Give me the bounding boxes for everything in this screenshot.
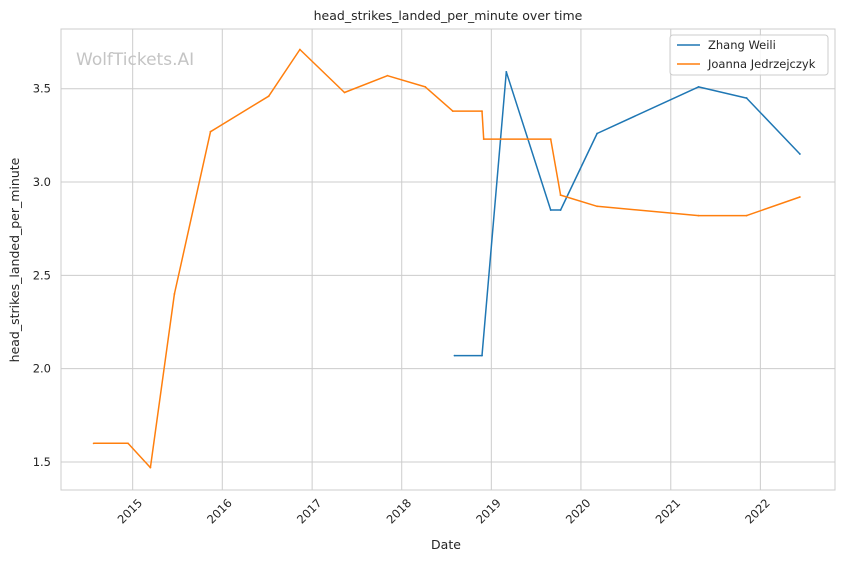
data-point-0-4 <box>559 209 562 211</box>
data-point-0-2 <box>505 71 508 73</box>
data-point-0-3 <box>549 209 552 211</box>
data-point-1-2 <box>149 466 152 469</box>
chart-title: head_strikes_landed_per_minute over time <box>314 8 583 23</box>
data-point-1-7 <box>343 91 346 94</box>
data-point-1-16 <box>697 214 700 217</box>
data-point-1-14 <box>559 194 562 197</box>
data-point-1-1 <box>127 442 129 445</box>
data-point-0-6 <box>697 85 700 88</box>
x-axis-label: Date <box>431 537 461 552</box>
legend-label: Zhang Weili <box>708 38 776 52</box>
data-point-1-18 <box>798 196 801 198</box>
data-point-1-4 <box>209 130 212 133</box>
data-point-1-0 <box>92 442 95 445</box>
data-point-1-11 <box>481 110 483 113</box>
y-tick-label: 1.5 <box>33 455 51 469</box>
data-point-1-5 <box>267 95 270 98</box>
y-axis-label: head_strikes_landed_per_minute <box>7 157 22 362</box>
data-point-1-8 <box>386 74 389 77</box>
data-point-0-0 <box>453 354 456 357</box>
data-point-0-7 <box>745 97 748 99</box>
data-point-1-17 <box>745 214 748 217</box>
legend: Zhang Weili Joanna Jedrzejczyk <box>669 34 829 76</box>
data-point-1-3 <box>173 293 176 295</box>
y-tick-label: 3.5 <box>33 82 51 96</box>
watermark: WolfTickets.AI <box>76 50 194 70</box>
y-tick-labels: 1.5 2.0 2.5 3.0 3.5 <box>33 82 51 469</box>
series-layer <box>92 48 801 469</box>
data-point-0-5 <box>596 132 599 135</box>
legend-box <box>669 34 829 76</box>
y-tick-label: 2.0 <box>33 362 51 376</box>
data-point-0-8 <box>798 153 801 155</box>
y-tick-label: 3.0 <box>33 175 51 189</box>
data-point-1-15 <box>596 205 599 208</box>
data-point-1-6 <box>298 48 301 51</box>
y-tick-label: 2.5 <box>33 268 51 282</box>
data-point-1-13 <box>549 138 552 141</box>
data-point-1-10 <box>451 110 454 113</box>
plot-frame <box>60 28 836 491</box>
legend-label: Joanna Jedrzejczyk <box>707 57 816 71</box>
data-point-1-9 <box>424 85 427 88</box>
data-point-1-12 <box>482 138 485 141</box>
data-point-0-1 <box>481 354 483 357</box>
